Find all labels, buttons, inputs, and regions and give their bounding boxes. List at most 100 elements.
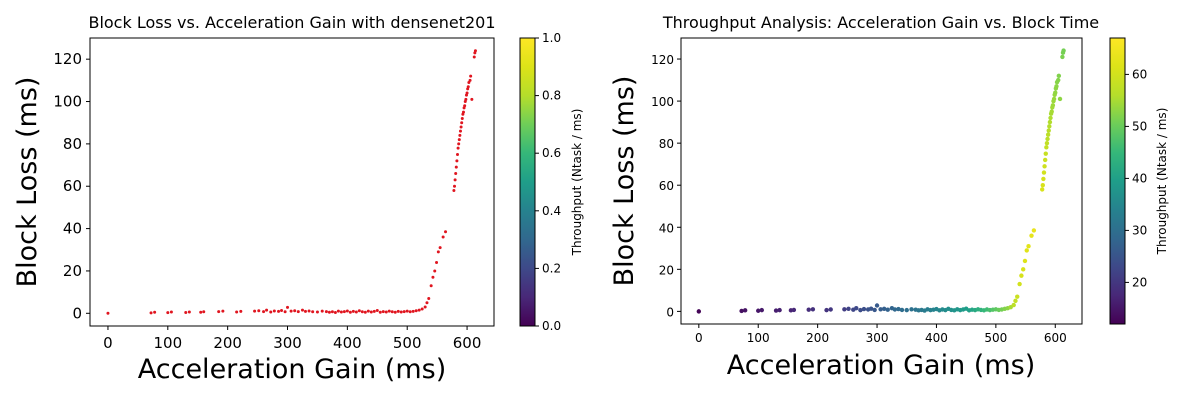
data-point xyxy=(452,188,456,192)
data-point xyxy=(435,260,439,264)
data-point xyxy=(459,125,463,129)
data-point xyxy=(846,306,851,312)
data-point xyxy=(1020,267,1026,272)
data-point xyxy=(420,307,424,311)
x-tick-label: 500 xyxy=(984,331,1007,345)
data-point xyxy=(1039,187,1045,192)
data-point xyxy=(423,305,427,309)
data-point xyxy=(868,306,874,311)
data-point xyxy=(149,311,153,315)
data-point xyxy=(1015,294,1020,299)
data-point xyxy=(1031,228,1037,233)
data-point xyxy=(1042,164,1047,169)
left-chart-plot-area xyxy=(89,37,495,327)
data-point xyxy=(342,310,346,314)
data-point xyxy=(457,138,461,142)
y-tick-label: 60 xyxy=(659,179,674,193)
colorbar-tick-label: 0.6 xyxy=(542,146,561,160)
data-point xyxy=(396,309,400,313)
data-point xyxy=(878,307,883,312)
left-chart-points xyxy=(106,49,477,315)
data-point xyxy=(1024,248,1029,253)
right-chart-title: Throughput Analysis: Acceleration Gain v… xyxy=(662,13,1099,32)
data-point xyxy=(239,309,243,313)
data-point xyxy=(454,172,458,176)
data-point xyxy=(366,309,370,313)
data-point xyxy=(293,309,297,313)
y-tick-label: 0 xyxy=(666,305,674,319)
data-point xyxy=(1045,136,1050,142)
data-point xyxy=(458,133,462,137)
data-point xyxy=(1050,103,1056,108)
colorbar-tick-label: 0.4 xyxy=(542,204,561,218)
data-point xyxy=(199,310,203,314)
x-tick-label: 100 xyxy=(747,331,770,345)
right-chart-plot-area xyxy=(680,37,1083,325)
data-point xyxy=(1044,145,1049,150)
data-point xyxy=(277,309,281,313)
data-point xyxy=(1056,73,1062,79)
data-point xyxy=(307,309,311,313)
data-point xyxy=(1042,157,1048,163)
data-point xyxy=(272,309,276,313)
data-point xyxy=(372,309,376,313)
data-point xyxy=(363,310,367,314)
data-point xyxy=(375,309,379,313)
y-tick-label: 20 xyxy=(659,263,674,277)
right-colorbar-label: Throughput (Ntask / ms) xyxy=(1155,108,1169,256)
y-tick-label: 20 xyxy=(63,262,82,280)
data-point xyxy=(1044,140,1050,146)
data-point xyxy=(360,310,364,314)
data-point xyxy=(202,310,206,314)
data-point xyxy=(324,310,328,314)
data-point xyxy=(402,310,406,314)
data-point xyxy=(336,309,340,313)
data-point xyxy=(1013,298,1018,304)
colorbar-tick-label: 20 xyxy=(1132,275,1147,289)
data-point xyxy=(791,307,797,313)
data-point xyxy=(881,306,887,312)
colorbar-tick-label: 0.8 xyxy=(542,89,561,103)
data-point xyxy=(896,306,901,312)
data-point xyxy=(1041,170,1047,175)
data-point xyxy=(399,310,403,314)
data-point xyxy=(452,184,456,188)
data-point xyxy=(858,307,863,313)
data-point xyxy=(431,275,435,279)
data-point xyxy=(184,310,188,314)
data-point xyxy=(773,308,779,313)
data-point xyxy=(217,310,221,314)
data-point xyxy=(327,310,331,314)
x-tick-label: 400 xyxy=(333,334,362,352)
data-point xyxy=(1026,243,1031,249)
data-point xyxy=(166,311,170,315)
y-tick-label: 120 xyxy=(53,50,82,68)
data-point xyxy=(1054,84,1059,89)
data-point xyxy=(756,308,761,313)
left-chart-title: Block Loss vs. Acceleration Gain with de… xyxy=(88,13,495,32)
data-point xyxy=(453,178,457,182)
data-point xyxy=(460,121,464,125)
data-point xyxy=(235,310,239,314)
data-point xyxy=(351,309,355,313)
data-point xyxy=(828,307,833,312)
x-tick-label: 200 xyxy=(213,334,242,352)
left-chart-ticks: 0 100 200 300 400 500 600 0 20 40 60 80 100 120 xyxy=(53,50,481,352)
data-point xyxy=(473,49,477,53)
data-point xyxy=(455,152,459,156)
data-point xyxy=(465,91,469,95)
data-point xyxy=(1040,183,1045,188)
x-tick-label: 300 xyxy=(273,334,302,352)
left-chart: Block Loss vs. Acceleration Gain with de… xyxy=(12,13,584,385)
data-point xyxy=(169,310,173,314)
data-point xyxy=(405,309,409,313)
data-point xyxy=(333,310,337,314)
data-point xyxy=(1047,119,1053,125)
data-point xyxy=(311,310,315,314)
data-point xyxy=(427,296,431,300)
data-point xyxy=(806,307,811,312)
data-point xyxy=(1011,302,1016,308)
data-point xyxy=(433,269,437,273)
data-point xyxy=(854,306,859,311)
